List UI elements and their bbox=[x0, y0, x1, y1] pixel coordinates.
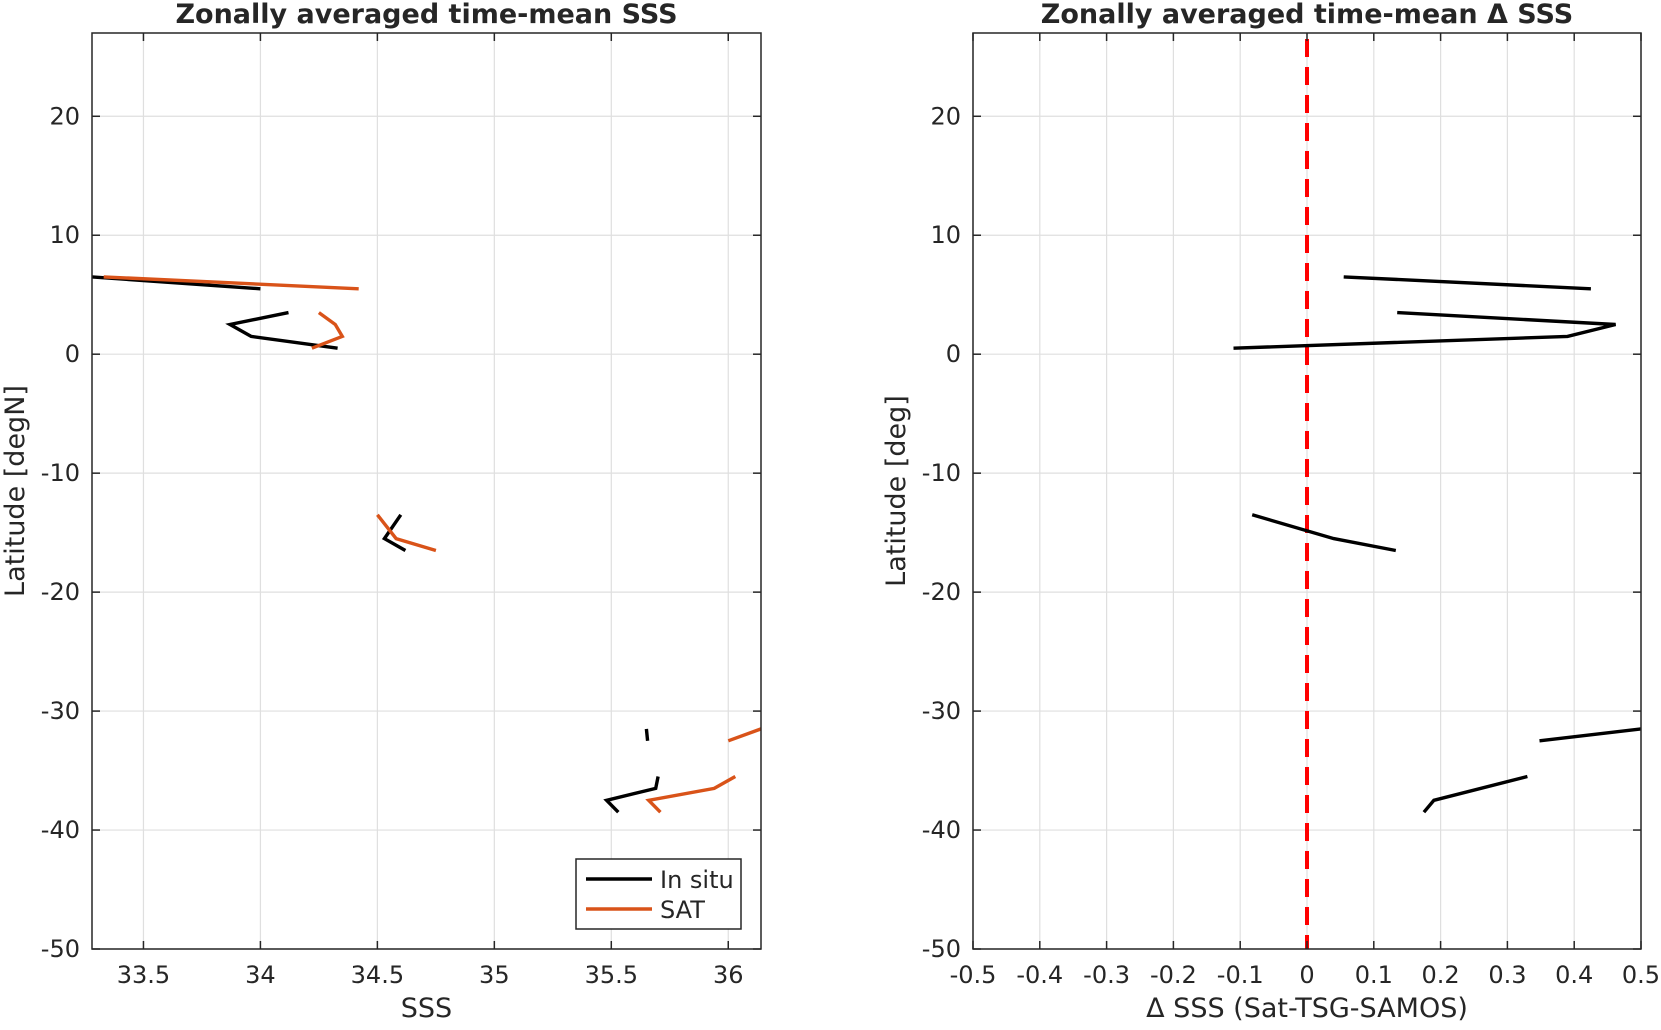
chart-1-xtick-label-10: 0.5 bbox=[1622, 961, 1660, 989]
chart-0-sat-segment-4 bbox=[645, 775, 737, 814]
chart-1-ytick-label-6: 10 bbox=[930, 221, 961, 249]
chart-1-series-group bbox=[1233, 275, 1641, 814]
chart-1-xtick-label-2: -0.3 bbox=[1083, 961, 1130, 989]
chart-1-xtick-label-7: 0.2 bbox=[1422, 961, 1460, 989]
delta-sss-panel: -0.5 -0.4 -0.3 -0.2 -0.1 0 0.1 0.2 0.3 0.4 0.5 -50 -… bbox=[881, 0, 1660, 1024]
chart-1-ytick-label-5: 0 bbox=[946, 340, 961, 368]
chart-0-sat-segment-1 bbox=[311, 311, 345, 350]
chart-0-xlabel: SSS bbox=[401, 993, 452, 1024]
chart-0-in-situ-segment-1 bbox=[225, 310, 338, 350]
chart-0-title: Zonally averaged time-mean SSS bbox=[175, 0, 677, 30]
chart-0-axes-box bbox=[91, 32, 762, 950]
chart-0-ytick-label-5: 0 bbox=[65, 340, 80, 368]
chart-0-in-situ-segment-2 bbox=[381, 513, 407, 552]
chart-1-series-0-segment-4 bbox=[1422, 774, 1528, 814]
chart-0-ytick-label-2: -30 bbox=[41, 697, 80, 725]
chart-0-xtick-label-3: 35 bbox=[479, 961, 510, 989]
chart-1-ytick-label-4: -10 bbox=[922, 459, 961, 487]
chart-0-xtick-label-0: 33.5 bbox=[117, 961, 170, 989]
chart-0-ylabel: Latitude [degN] bbox=[0, 385, 31, 597]
chart-0-ytick-label-3: -20 bbox=[41, 578, 80, 606]
chart-0-sat-segment-3 bbox=[727, 727, 761, 743]
sss-panel: 33.5 34 34.5 35 35.5 36 -50 -40 -30 -20 -10 0 10 20 Zo… bbox=[0, 0, 762, 1024]
chart-1-series-0-segment-1 bbox=[1233, 310, 1617, 350]
chart-0-series-group bbox=[92, 275, 761, 814]
chart-0-legend-label-sat: SAT bbox=[660, 896, 705, 924]
chart-0-sat-segment-2 bbox=[376, 513, 437, 553]
chart-0-ytick-label-1: -40 bbox=[41, 816, 80, 844]
chart-0-ytick-label-0: -50 bbox=[41, 935, 80, 963]
chart-0-sat-segment-0 bbox=[103, 275, 359, 291]
chart-0-legend-label-in-situ: In situ bbox=[660, 866, 734, 894]
chart-0-legend-box bbox=[575, 858, 742, 930]
chart-1-ytick-label-3: -20 bbox=[922, 578, 961, 606]
chart-1-ytick-label-1: -40 bbox=[922, 816, 961, 844]
chart-1-xtick-label-3: -0.2 bbox=[1150, 961, 1197, 989]
chart-1-ytick-label-2: -30 bbox=[922, 697, 961, 725]
chart-1-ylabel: Latitude [deg] bbox=[881, 395, 912, 587]
chart-0-xtick-label-4: 35.5 bbox=[585, 961, 638, 989]
chart-0-xtick-label-2: 34.5 bbox=[351, 961, 404, 989]
chart-1-xtick-label-0: -0.5 bbox=[950, 961, 997, 989]
chart-1-xtick-label-4: -0.1 bbox=[1217, 961, 1264, 989]
chart-1-ytick-label-7: 20 bbox=[930, 102, 961, 130]
chart-1-title: Zonally averaged time-mean Δ SSS bbox=[1041, 0, 1573, 30]
chart-0-in-situ-segment-4 bbox=[603, 776, 660, 814]
chart-1-series-0-segment-0 bbox=[1343, 275, 1591, 291]
chart-0-ytick-label-6: 10 bbox=[49, 221, 80, 249]
chart-1-xtick-label-8: 0.3 bbox=[1488, 961, 1526, 989]
chart-1-xtick-label-5: 0 bbox=[1299, 961, 1314, 989]
chart-1-xtick-label-6: 0.1 bbox=[1355, 961, 1393, 989]
chart-1-series-0-segment-3 bbox=[1539, 727, 1641, 743]
chart-0-xtick-label-5: 36 bbox=[713, 961, 744, 989]
chart-1-ytick-label-0: -50 bbox=[922, 935, 961, 963]
chart-1-series-0-segment-2 bbox=[1251, 513, 1397, 553]
chart-0-plot-area bbox=[92, 33, 761, 949]
chart-1-xtick-label-9: 0.4 bbox=[1555, 961, 1593, 989]
chart-1-xlabel: Δ SSS (Sat-TSG-SAMOS) bbox=[1146, 993, 1468, 1024]
chart-0-xtick-label-1: 34 bbox=[245, 961, 276, 989]
chart-0-ytick-label-4: -10 bbox=[41, 459, 80, 487]
chart-1-xtick-label-1: -0.4 bbox=[1016, 961, 1063, 989]
chart-0-ytick-label-7: 20 bbox=[49, 102, 80, 130]
chart-0-in-situ-segment-3 bbox=[644, 728, 650, 741]
